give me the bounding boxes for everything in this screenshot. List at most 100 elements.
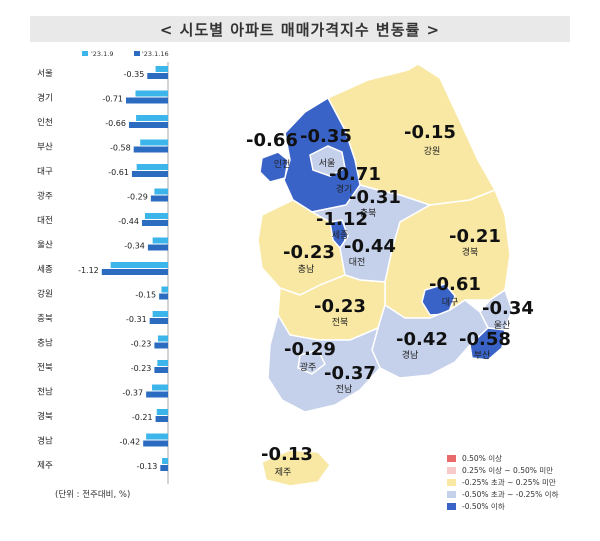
region-busan bbox=[469, 327, 506, 361]
category-label: 경북 bbox=[37, 411, 53, 422]
region-value-gyeongbuk: -0.21 bbox=[449, 226, 501, 247]
bar-prev-week bbox=[152, 237, 168, 244]
region-name-jeonnam: 전남 bbox=[336, 384, 353, 395]
bar-prev-week bbox=[157, 360, 168, 366]
region-value-sejong: -1.12 bbox=[316, 209, 368, 230]
region-value-busan: -0.58 bbox=[459, 329, 511, 350]
bar-prev-week bbox=[157, 335, 168, 342]
bar-data-label: -0.71 bbox=[102, 95, 123, 104]
region-value-seoul: -0.35 bbox=[300, 126, 352, 147]
region-jeju bbox=[261, 449, 331, 487]
bar-current-week bbox=[133, 146, 168, 153]
region-value-chungbuk: -0.31 bbox=[349, 187, 401, 208]
bar-current-week bbox=[128, 122, 168, 128]
bar-data-label: -0.61 bbox=[108, 168, 129, 177]
map-legend-item: -0.50% 이하 bbox=[447, 500, 558, 512]
unit-note: (단위 : 전주대비, %) bbox=[55, 490, 131, 500]
region-value-gangwon: -0.15 bbox=[404, 122, 456, 143]
region-value-incheon: -0.66 bbox=[246, 130, 298, 151]
map-legend-item: -0.50% 초과 ~ -0.25% 이하 bbox=[447, 488, 558, 500]
bar-current-week bbox=[146, 391, 168, 398]
category-label: 충북 bbox=[37, 314, 53, 324]
bar-current-week bbox=[141, 220, 168, 226]
region-name-daejeon: 대전 bbox=[349, 257, 366, 268]
bar-prev-week bbox=[156, 409, 168, 415]
bar-data-label: -0.13 bbox=[137, 462, 158, 471]
bar-current-week bbox=[126, 97, 168, 104]
bar-prev-week bbox=[155, 66, 168, 72]
region-gwangju bbox=[297, 349, 326, 375]
category-label: 제주 bbox=[37, 461, 53, 471]
bar-data-label: -0.21 bbox=[132, 413, 153, 422]
bar-prev-week bbox=[144, 213, 168, 219]
legend-label-curr: '23.1.16 bbox=[142, 50, 169, 58]
region-value-gyeongnam: -0.42 bbox=[396, 329, 448, 350]
region-value-chungnam: -0.23 bbox=[283, 242, 335, 263]
category-label: 세종 bbox=[37, 265, 53, 275]
bar-data-label: -0.34 bbox=[124, 242, 145, 251]
bar-current-week bbox=[147, 244, 168, 251]
bar-current-week bbox=[149, 318, 168, 324]
map-legend-label: 0.25% 이상 ~ 0.50% 미만 bbox=[462, 465, 554, 475]
category-label: 대구 bbox=[37, 167, 53, 177]
region-name-seoul: 서울 bbox=[319, 158, 336, 169]
region-value-gyeonggi: -0.71 bbox=[329, 164, 381, 185]
bar-prev-week bbox=[152, 311, 168, 317]
map-legend-swatch bbox=[447, 466, 456, 474]
category-label: 서울 bbox=[37, 69, 53, 79]
legend-swatch-curr bbox=[134, 51, 140, 56]
bar-current-week bbox=[154, 342, 168, 349]
region-name-gwangju: 광주 bbox=[300, 361, 317, 373]
region-name-sejong: 세종 bbox=[332, 230, 349, 241]
bar-prev-week bbox=[152, 384, 168, 391]
bar-current-week bbox=[131, 171, 168, 177]
region-incheon bbox=[259, 151, 289, 183]
bar-data-label: -0.37 bbox=[122, 389, 143, 398]
bar-current-week bbox=[143, 440, 168, 447]
region-value-jeonbuk: -0.23 bbox=[314, 296, 366, 317]
region-name-chungbuk: 충북 bbox=[360, 208, 377, 219]
bar-prev-week bbox=[136, 164, 168, 170]
category-label: 경남 bbox=[37, 436, 53, 447]
map-legend-item: 0.50% 이상 bbox=[447, 452, 558, 464]
region-value-jeju: -0.13 bbox=[261, 444, 313, 465]
map-legend-swatch bbox=[447, 478, 456, 486]
region-name-daegu: 대구 bbox=[442, 297, 459, 308]
bar-prev-week bbox=[135, 90, 168, 97]
legend-swatch-prev bbox=[82, 51, 88, 56]
bar-data-label: -0.23 bbox=[131, 340, 152, 349]
region-value-jeonnam: -0.37 bbox=[324, 363, 376, 384]
region-seoul bbox=[309, 145, 346, 177]
region-value-ulsan: -0.34 bbox=[482, 298, 534, 319]
region-value-daegu: -0.61 bbox=[429, 274, 481, 295]
bar-prev-week bbox=[162, 458, 168, 464]
bar-current-week bbox=[155, 416, 168, 422]
bar-data-label: -0.29 bbox=[127, 193, 148, 202]
region-name-jeju: 제주 bbox=[275, 467, 292, 478]
bar-current-week bbox=[154, 367, 168, 373]
bar-data-label: -0.42 bbox=[119, 438, 140, 447]
region-value-daejeon: -0.44 bbox=[344, 236, 396, 257]
map-legend-label: -0.25% 초과 ~ 0.25% 미만 bbox=[462, 477, 556, 487]
bar-prev-week bbox=[154, 188, 168, 195]
bar-current-week bbox=[160, 465, 168, 471]
region-name-gyeongnam: 경남 bbox=[402, 349, 419, 361]
category-label: 대전 bbox=[37, 215, 53, 226]
bar-current-week bbox=[147, 73, 168, 79]
region-value-gwangju: -0.29 bbox=[284, 339, 336, 360]
category-label: 광주 bbox=[37, 191, 53, 202]
map-legend-item: 0.25% 이상 ~ 0.50% 미만 bbox=[447, 464, 558, 476]
map-legend-label: -0.50% 초과 ~ -0.25% 이하 bbox=[462, 489, 559, 499]
category-label: 전남 bbox=[37, 387, 53, 398]
bar-data-label: -0.23 bbox=[131, 364, 152, 373]
map-legend-swatch bbox=[447, 454, 456, 462]
legend-label-prev: '23.1.9 bbox=[91, 50, 113, 58]
map-legend: 0.50% 이상 0.25% 이상 ~ 0.50% 미만 -0.25% 초과 ~… bbox=[447, 452, 558, 512]
category-label: 전북 bbox=[37, 362, 53, 373]
region-name-gyeonggi: 경기 bbox=[336, 183, 353, 195]
bar-prev-week bbox=[110, 262, 168, 268]
bar-current-week bbox=[159, 293, 168, 300]
category-label: 강원 bbox=[37, 289, 53, 300]
category-label: 경기 bbox=[37, 93, 53, 104]
region-name-incheon: 인천 bbox=[274, 159, 291, 170]
